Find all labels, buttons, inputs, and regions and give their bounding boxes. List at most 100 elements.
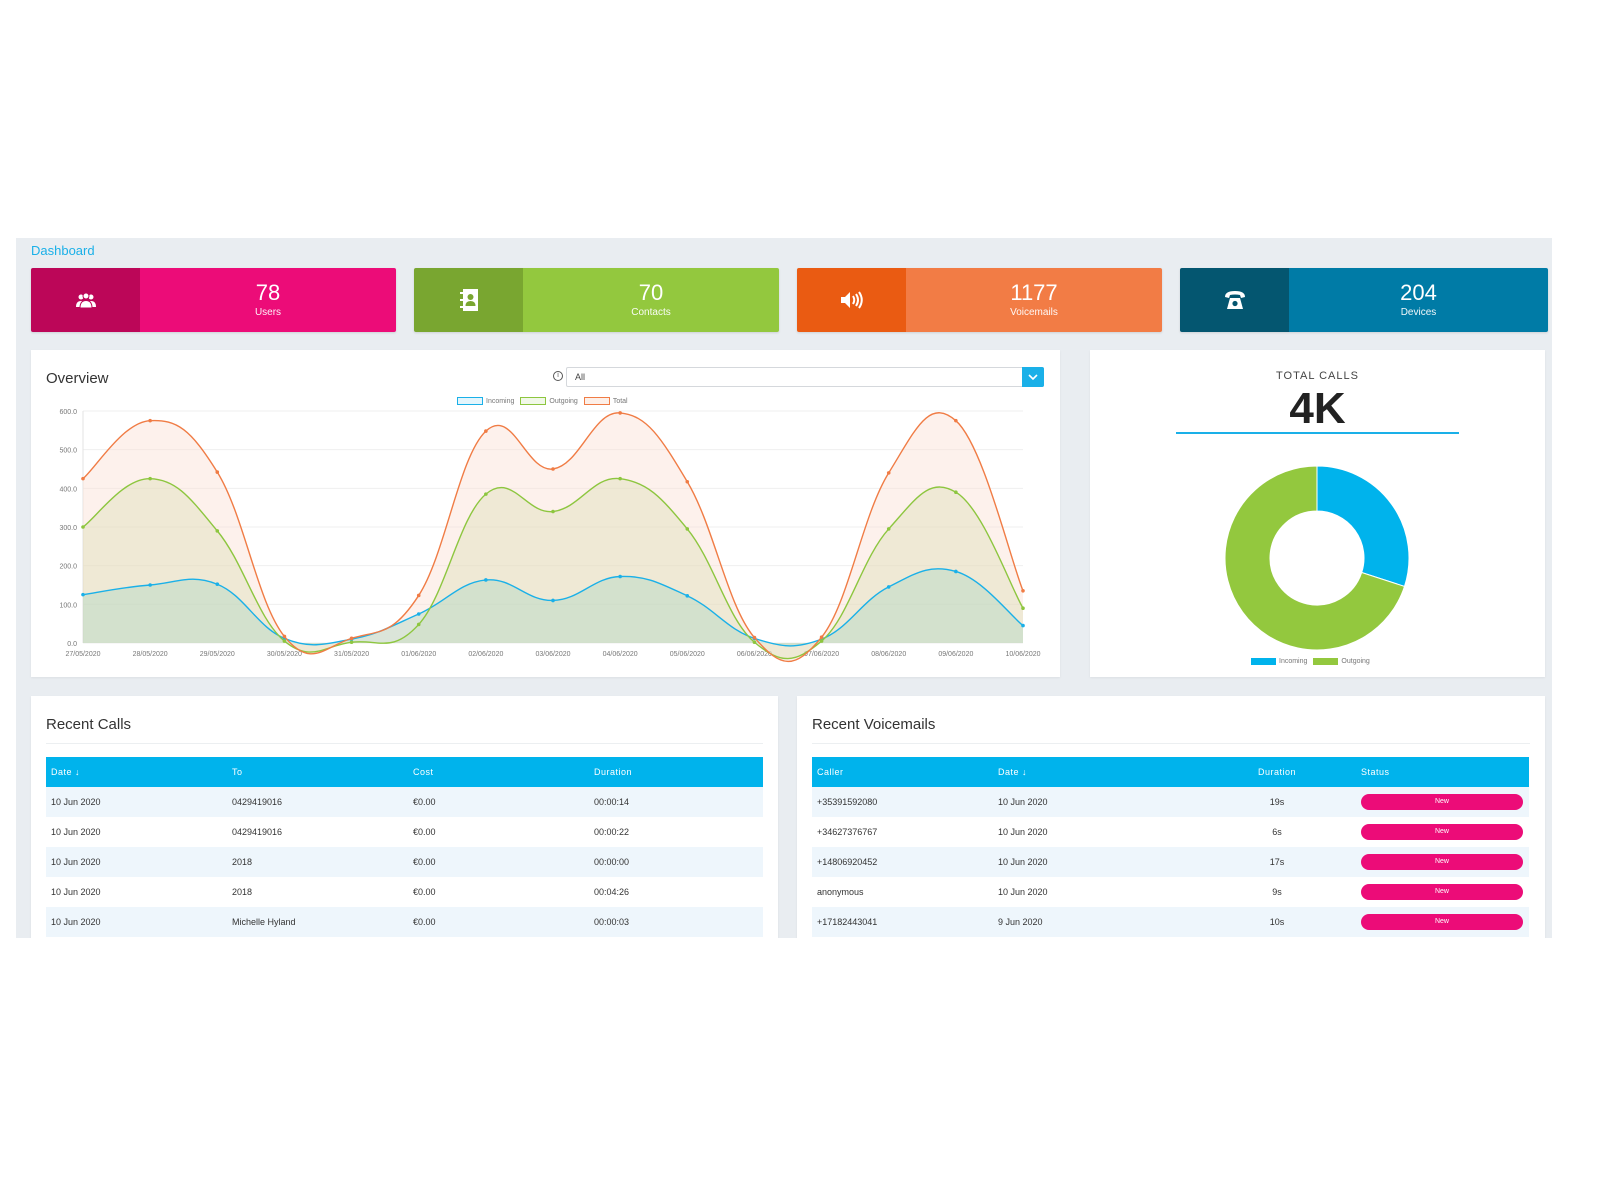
stat-users[interactable]: 78 Users — [31, 268, 396, 332]
cell-to: 2018 — [232, 887, 253, 897]
x-tick-label: 02/06/2020 — [468, 651, 503, 658]
cell-status: New — [1356, 817, 1529, 847]
point-outgoing — [752, 640, 757, 645]
overview-chart: 0.0 100.0 200.0 300.0 400.0 500.0 600.0 27/05/2… — [59, 409, 1041, 663]
table-row[interactable]: 10 Jun 2020 2018 €0.00 00:04:26 — [46, 877, 763, 907]
table-row[interactable]: anonymous 10 Jun 2020 9s New — [812, 877, 1529, 907]
donut-slice-incoming[interactable] — [1316, 465, 1410, 588]
cell-duration: 00:00:03 — [589, 907, 763, 937]
chevron-down-icon[interactable] — [1022, 367, 1044, 387]
recent-calls-title: Recent Calls — [46, 716, 132, 733]
status-badge[interactable]: New — [1361, 854, 1523, 870]
status-badge[interactable]: New — [1361, 884, 1523, 900]
point-outgoing — [551, 509, 555, 514]
cell-caller: +35391592080 — [812, 787, 993, 817]
point-incoming — [618, 574, 622, 579]
point-total — [215, 470, 220, 474]
divider — [812, 743, 1530, 744]
stat-devices[interactable]: 204 Devices — [1180, 268, 1548, 332]
x-tick-label: 01/06/2020 — [401, 651, 436, 658]
cell-to: 0429419016 — [232, 827, 283, 837]
point-incoming — [484, 578, 488, 582]
cell-date: 10 Jun 2020 — [998, 887, 1048, 897]
point-incoming — [1021, 623, 1025, 628]
info-icon[interactable]: i — [553, 371, 563, 381]
column-header-duration[interactable]: Duration — [1193, 757, 1356, 787]
cell-date: 10 Jun 2020 — [46, 787, 227, 817]
cell-caller: +14806920452 — [812, 847, 993, 877]
cell-status: New — [1356, 907, 1529, 937]
point-incoming — [81, 592, 85, 597]
table-row[interactable]: +14806920452 10 Jun 2020 17s New — [812, 847, 1529, 877]
legend-swatch-incoming[interactable] — [457, 397, 483, 405]
overview-legend: Incoming Outgoing Total — [451, 397, 628, 405]
point-total — [416, 593, 421, 598]
donut-legend: Incoming Outgoing — [1245, 658, 1370, 665]
area-total — [83, 412, 1023, 662]
status-badge[interactable]: New — [1361, 794, 1523, 810]
y-tick-label: 0.0 — [67, 641, 77, 648]
status-badge[interactable]: New — [1361, 824, 1523, 840]
cell-date: 10 Jun 2020 — [998, 827, 1048, 837]
column-header-cost[interactable]: Cost — [408, 757, 589, 787]
x-tick-label: 03/06/2020 — [535, 651, 570, 658]
column-header-caller[interactable]: Caller — [812, 757, 993, 787]
cell-date: 10 Jun 2020 — [46, 847, 227, 877]
cell-to: 0429419016 — [227, 787, 408, 817]
column-header-duration[interactable]: Duration — [589, 757, 763, 787]
overview-filter-select[interactable]: All — [566, 367, 1044, 387]
cell-cost: €0.00 — [408, 907, 589, 937]
x-tick-label: 07/06/2020 — [804, 651, 839, 658]
table-row[interactable]: 10 Jun 2020 0429419016 €0.00 00:00:14 — [46, 787, 763, 817]
x-tick-label: 10/06/2020 — [1005, 651, 1040, 658]
point-total — [954, 418, 958, 423]
cell-date: 10 Jun 2020 — [993, 787, 1193, 817]
stat-label: Contacts — [631, 307, 671, 318]
table-row[interactable]: 10 Jun 2020 2018 €0.00 00:00:00 — [46, 847, 763, 877]
column-header-status[interactable]: Status — [1356, 757, 1529, 787]
point-total — [819, 635, 824, 639]
stat-voicemails[interactable]: 1177 Voicemails — [797, 268, 1162, 332]
x-tick-label: 09/06/2020 — [938, 651, 973, 658]
stat-label: Users — [254, 307, 282, 318]
table-row[interactable]: +34627376767 10 Jun 2020 6s New — [812, 817, 1529, 847]
status-badge[interactable]: New — [1361, 914, 1523, 930]
stat-contacts[interactable]: 70 Contacts — [414, 268, 779, 332]
line-total — [82, 412, 1024, 663]
cell-date: 10 Jun 2020 — [51, 827, 101, 837]
point-total — [81, 476, 85, 481]
table-row[interactable]: 10 Jun 2020 0429419016 €0.00 00:00:22 — [46, 817, 763, 847]
point-outgoing — [349, 640, 354, 645]
y-tick-label: 200.0 — [59, 564, 77, 571]
x-tick-label: 06/06/2020 — [737, 651, 772, 658]
cell-date: 10 Jun 2020 — [993, 847, 1193, 877]
y-tick-label: 400.0 — [59, 486, 77, 493]
point-total — [282, 634, 287, 639]
column-header-date[interactable]: Date ↓ — [993, 757, 1193, 787]
stat-icon-box — [414, 268, 523, 332]
x-tick-label: 05/06/2020 — [670, 651, 705, 658]
stat-value: 78 — [255, 280, 281, 305]
x-tick-label: 29/05/2020 — [200, 651, 235, 658]
table-row[interactable]: 10 Jun 2020 Michelle Hyland €0.00 00:00:03 — [46, 907, 763, 937]
legend-label-incoming: Incoming — [1279, 658, 1308, 665]
cell-date: 9 Jun 2020 — [993, 907, 1193, 937]
cell-cost: €0.00 — [413, 827, 436, 837]
y-tick-label: 300.0 — [59, 525, 77, 532]
stat-label: Voicemails — [1010, 307, 1058, 318]
area-incoming — [83, 568, 1023, 646]
legend-swatch-outgoing[interactable] — [520, 397, 547, 405]
point-incoming — [685, 594, 690, 598]
breadcrumb[interactable]: Dashboard — [31, 243, 95, 258]
overview-card: Overview i All Incoming Outgoing Total 0… — [31, 350, 1060, 677]
legend-swatch-incoming[interactable] — [1251, 658, 1276, 665]
column-header-date[interactable]: Date ↓ — [46, 757, 227, 787]
donut-slice-outgoing[interactable] — [1224, 465, 1406, 651]
legend-swatch-outgoing[interactable] — [1313, 658, 1339, 665]
column-header-to[interactable]: To — [227, 757, 408, 787]
table-row[interactable]: +35391592080 10 Jun 2020 19s New — [812, 787, 1529, 817]
point-outgoing — [618, 476, 622, 481]
legend-swatch-total[interactable] — [583, 397, 610, 405]
table-row[interactable]: +17182443041 9 Jun 2020 10s New — [812, 907, 1529, 937]
point-outgoing — [148, 476, 152, 481]
